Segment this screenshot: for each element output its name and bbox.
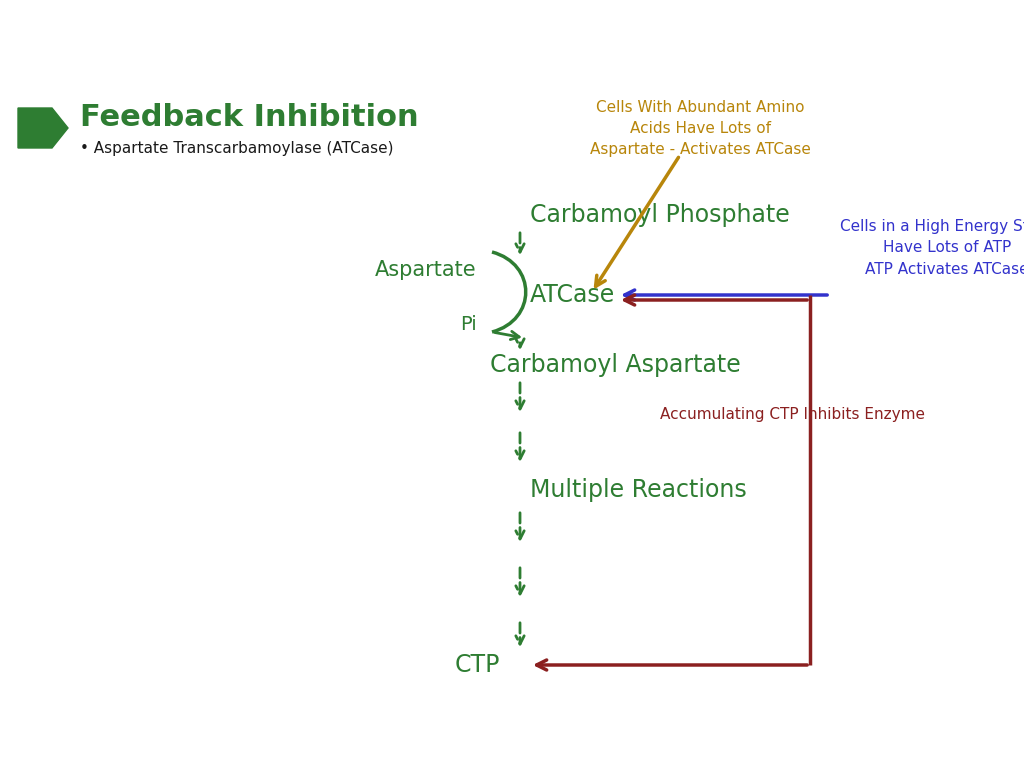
Text: Feedback Inhibition: Feedback Inhibition	[80, 104, 419, 133]
Text: • Aspartate Transcarbamoylase (ATCase): • Aspartate Transcarbamoylase (ATCase)	[80, 141, 393, 155]
Text: Carbamoyl Aspartate: Carbamoyl Aspartate	[490, 353, 740, 377]
Text: CTP: CTP	[455, 653, 501, 677]
Text: Cells With Abundant Amino
Acids Have Lots of
Aspartate - Activates ATCase: Cells With Abundant Amino Acids Have Lot…	[590, 100, 810, 157]
Text: Aspartate: Aspartate	[375, 260, 476, 280]
Text: Multiple Reactions: Multiple Reactions	[530, 478, 746, 502]
Text: Accumulating CTP Inhibits Enzyme: Accumulating CTP Inhibits Enzyme	[660, 408, 925, 422]
Text: Pi: Pi	[460, 316, 477, 335]
Text: Cells in a High Energy State
Have Lots of ATP
ATP Activates ATCase: Cells in a High Energy State Have Lots o…	[840, 220, 1024, 276]
Text: ATCase: ATCase	[530, 283, 615, 307]
Text: Carbamoyl Phosphate: Carbamoyl Phosphate	[530, 203, 790, 227]
Polygon shape	[18, 108, 68, 148]
